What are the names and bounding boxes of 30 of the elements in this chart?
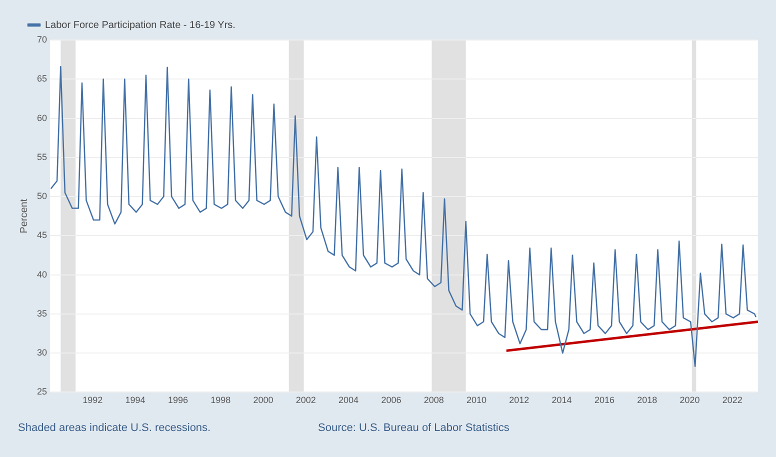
text: Shaded areas indicate U.S. recessions. [18,422,211,434]
x-tick-label: 1998 [210,395,231,406]
y-tick-label: 30 [36,348,48,358]
x-tick-label: 2006 [381,395,402,406]
x-tick-label: 2012 [509,395,530,406]
source-note: Source: U.S. Bureau of Labor Statistics [318,422,510,434]
y-tick-label: 25 [36,386,48,397]
x-tick-label: 2010 [466,395,487,406]
y-tick-label: 45 [36,230,48,240]
x-tick-label: 2000 [253,395,274,406]
x-tick-label: 2022 [722,395,742,406]
y-tick-label: 35 [36,308,48,318]
x-tick-label: 2020 [680,395,700,406]
x-tick-label: 1992 [82,395,103,406]
x-tick-label: 2008 [424,395,444,406]
y-tick-label: 55 [36,152,48,162]
x-tick-label: 2016 [594,395,614,406]
y-tick-label: 70 [36,34,48,44]
y-tick-label: 60 [36,112,48,123]
x-tick-label: 2018 [637,395,658,406]
x-tick-label: 1996 [168,395,188,406]
x-tick-label: 2004 [338,395,359,406]
x-tick-label: 2014 [552,395,572,406]
legend-label: Labor Force Participation Rate - 16-19 Yrs. [45,20,236,31]
x-tick-label: 2002 [296,395,316,406]
y-tick-label: 50 [36,191,48,202]
x-tick-label: 1994 [125,395,146,406]
y-tick-label: 65 [36,74,48,84]
y-axis-title: Percent [18,198,30,234]
y-tick-label: 40 [36,269,48,280]
